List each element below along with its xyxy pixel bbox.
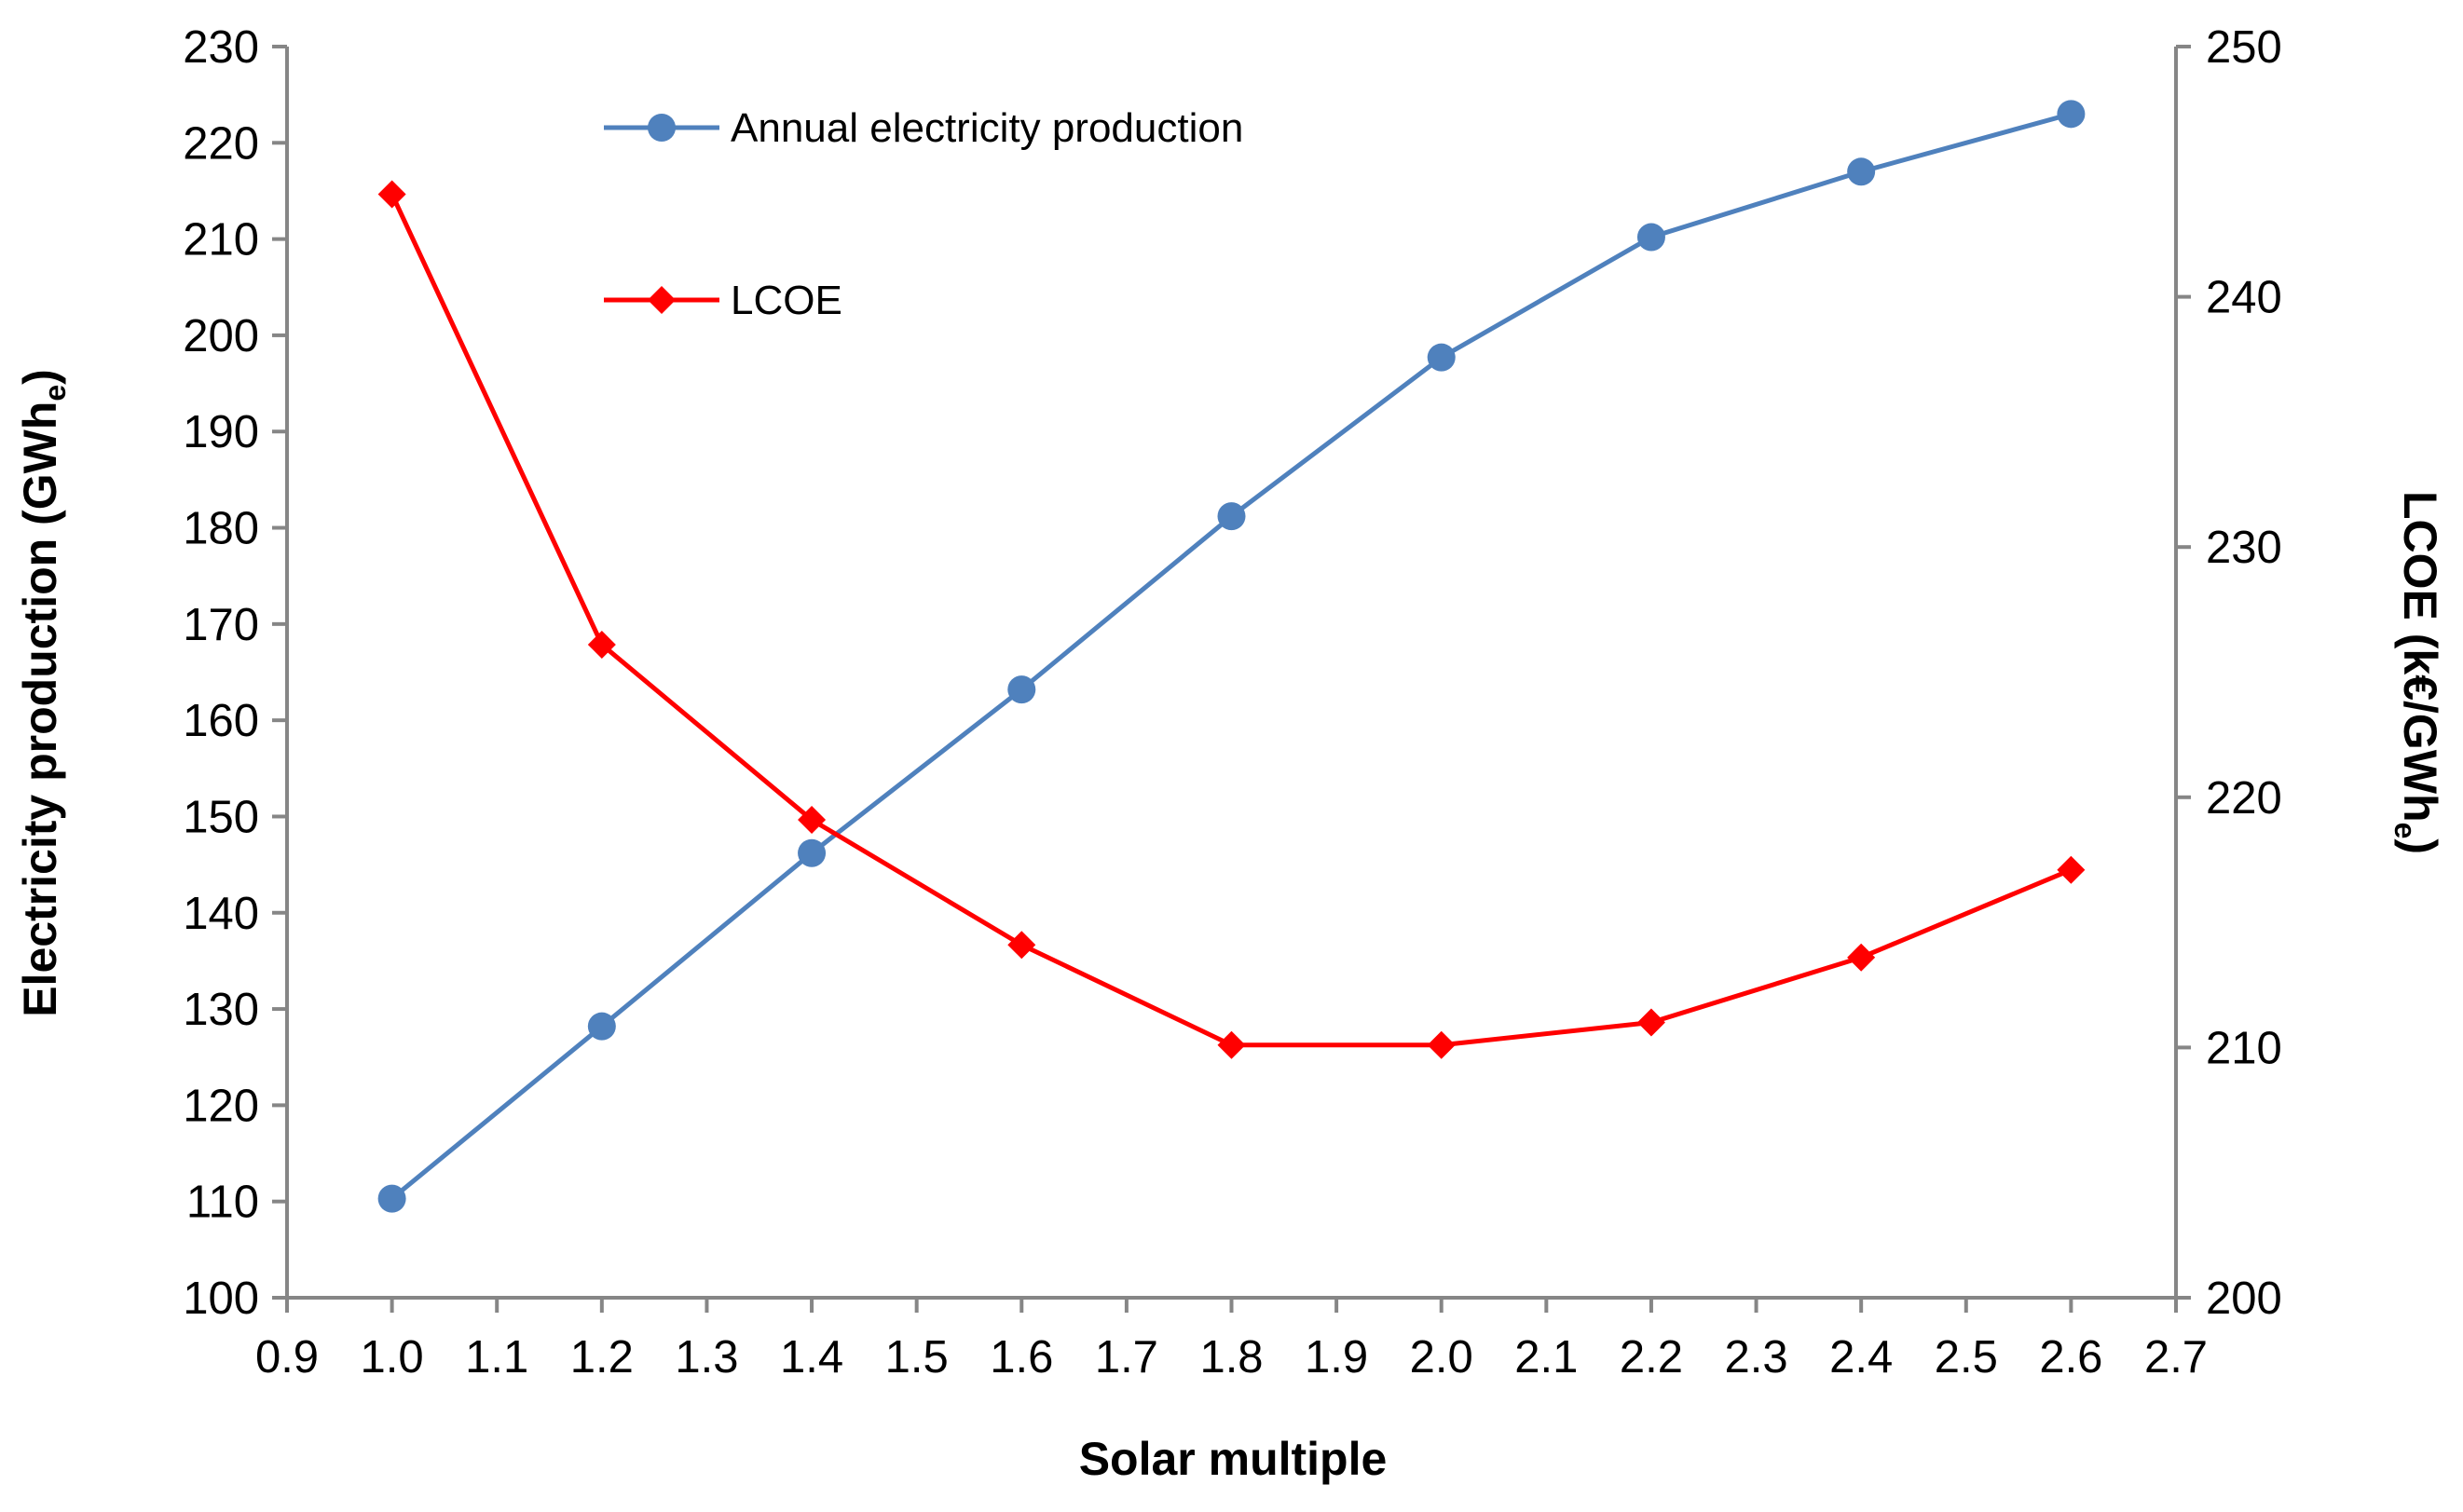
legend: Annual electricity production LCOE [604, 105, 1243, 323]
y2-axis-title-close: ) [2394, 838, 2446, 854]
series-layer [377, 100, 2086, 1213]
legend-diamond-marker [648, 286, 676, 314]
x-tick-label: 2.3 [1724, 1332, 1787, 1383]
circle-data-point [1427, 343, 1456, 372]
diamond-data-point [2057, 855, 2086, 884]
y-tick-label: 190 [183, 407, 259, 457]
circle-data-point [1636, 223, 1665, 252]
x-tick-label: 1.0 [361, 1332, 424, 1383]
y2-tick-label: 240 [2206, 273, 2282, 323]
y-tick-label: 130 [183, 985, 259, 1035]
legend-label: Annual electricity production [731, 105, 1243, 151]
x-tick-label: 2.6 [2039, 1332, 2102, 1383]
x-axis-title: Solar multiple [1079, 1433, 1388, 1485]
y-axis-title: Electricity production (GWhe) [14, 369, 72, 1017]
x-tick-label: 1.9 [1305, 1332, 1368, 1383]
y-tick-label: 170 [183, 600, 259, 650]
series-line [390, 193, 2073, 1048]
circle-data-point [1217, 502, 1246, 531]
x-tick-label: 1.7 [1095, 1332, 1158, 1383]
y2-tick-label: 200 [2206, 1274, 2282, 1324]
x-tick-label: 2.2 [1620, 1332, 1683, 1383]
circle-data-point [377, 1184, 406, 1213]
series-electricity-production [377, 100, 2086, 1213]
y2-axis-title: LCOE (k€/GWhe) [2388, 491, 2446, 854]
x-tick-label: 2.7 [2144, 1332, 2208, 1383]
x-tick-label: 1.5 [885, 1332, 949, 1383]
y-tick-label: 150 [183, 792, 259, 842]
axes-layer: 100 110 120 130 140 150 160 170 180 190 200 210 220 2… [183, 22, 2282, 1383]
y-tick-label: 210 [183, 215, 259, 266]
diamond-data-point [1427, 1030, 1456, 1059]
y2-axis-title-main: LCOE (k€/GWh [2394, 491, 2446, 823]
x-tick-label: 2.0 [1410, 1332, 1473, 1383]
diamond-data-point [377, 180, 406, 209]
series-lcoe [377, 180, 2086, 1059]
diamond-data-point [1007, 931, 1036, 960]
y2-tick-label: 230 [2206, 523, 2282, 573]
legend-item: LCOE [604, 278, 842, 323]
y-tick-label: 110 [186, 1178, 259, 1228]
diamond-data-point [1217, 1030, 1246, 1059]
diamond-data-point [1636, 1008, 1665, 1037]
x-tick-label: 1.8 [1199, 1332, 1263, 1383]
x-tick-label: 1.1 [465, 1332, 528, 1383]
legend-item: Annual electricity production [604, 105, 1243, 151]
y2-tick-label: 250 [2206, 22, 2282, 73]
circle-data-point [1847, 157, 1876, 186]
y-tick-label: 180 [183, 504, 259, 554]
circle-data-point [1007, 675, 1036, 704]
x-tick-label: 2.1 [1514, 1332, 1578, 1383]
diamond-data-point [1847, 943, 1876, 972]
y-tick-label: 100 [183, 1274, 259, 1324]
x-tick-label: 1.4 [780, 1332, 843, 1383]
x-tick-label: 1.2 [570, 1332, 634, 1383]
y-tick-label: 200 [183, 311, 259, 361]
y-tick-label: 220 [183, 118, 259, 169]
circle-data-point [2057, 100, 2086, 129]
legend-circle-marker [648, 114, 676, 142]
y-tick-label: 230 [183, 22, 259, 73]
x-tick-label: 0.9 [255, 1332, 319, 1383]
y-axis-title-main: Electricity production (GWh [14, 402, 66, 1017]
y-tick-label: 120 [183, 1081, 259, 1131]
legend-label: LCOE [731, 278, 842, 323]
x-tick-label: 2.4 [1829, 1332, 1893, 1383]
circle-data-point [798, 838, 827, 867]
y-axis-title-close: ) [14, 369, 66, 385]
x-tick-label: 2.5 [1935, 1332, 1998, 1383]
x-tick-label: 1.3 [675, 1332, 738, 1383]
y-tick-label: 160 [183, 696, 259, 746]
circle-data-point [587, 1012, 616, 1041]
y-tick-label: 140 [183, 889, 259, 939]
y2-axis-title-subscript: e [2388, 823, 2422, 839]
y-axis-title-subscript: e [38, 385, 72, 402]
y2-tick-label: 220 [2206, 773, 2282, 824]
y2-tick-label: 210 [2206, 1023, 2282, 1073]
diamond-data-point [587, 630, 616, 659]
diamond-data-point [798, 805, 827, 834]
x-tick-label: 1.6 [990, 1332, 1053, 1383]
